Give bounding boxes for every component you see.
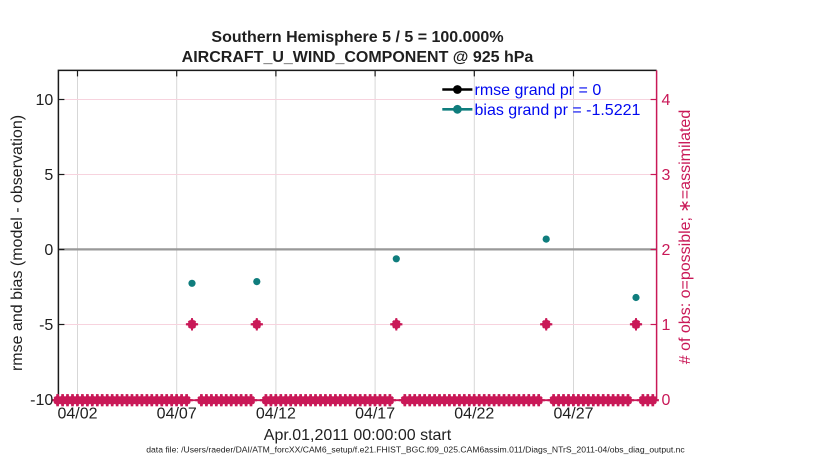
svg-text:04/17: 04/17 xyxy=(355,406,395,423)
svg-text:-10: -10 xyxy=(30,392,53,409)
svg-text:Apr.01,2011 00:00:00 start: Apr.01,2011 00:00:00 start xyxy=(264,427,452,444)
svg-text:04/22: 04/22 xyxy=(454,406,494,423)
svg-text:2: 2 xyxy=(662,242,671,259)
svg-text:04/27: 04/27 xyxy=(553,406,593,423)
svg-text:1: 1 xyxy=(662,317,671,334)
svg-text:-5: -5 xyxy=(39,317,53,334)
svg-text:bias grand pr = -1.5221: bias grand pr = -1.5221 xyxy=(475,102,641,119)
svg-text:3: 3 xyxy=(662,167,671,184)
svg-text:04/12: 04/12 xyxy=(256,406,296,423)
svg-text:4: 4 xyxy=(662,92,671,109)
svg-text:5: 5 xyxy=(44,167,53,184)
svg-text:Southern Hemisphere 5 / 5 = 10: Southern Hemisphere 5 / 5 = 100.000% xyxy=(211,29,503,46)
svg-text:0: 0 xyxy=(662,392,671,409)
svg-text:# of obs: o=possible; ∗=assimi: # of obs: o=possible; ∗=assimilated xyxy=(677,110,694,364)
svg-text:10: 10 xyxy=(36,92,54,109)
svg-text:rmse grand pr = 0: rmse grand pr = 0 xyxy=(475,82,602,99)
svg-text:data file: /Users/raeder/DAI/A: data file: /Users/raeder/DAI/ATM_forcXX/… xyxy=(146,445,685,455)
svg-text:rmse and bias (model - observa: rmse and bias (model - observation) xyxy=(9,115,26,371)
svg-text:04/07: 04/07 xyxy=(157,406,197,423)
svg-text:0: 0 xyxy=(44,242,53,259)
svg-text:AIRCRAFT_U_WIND_COMPONENT @ 92: AIRCRAFT_U_WIND_COMPONENT @ 925 hPa xyxy=(182,49,534,66)
svg-text:04/02: 04/02 xyxy=(57,406,97,423)
